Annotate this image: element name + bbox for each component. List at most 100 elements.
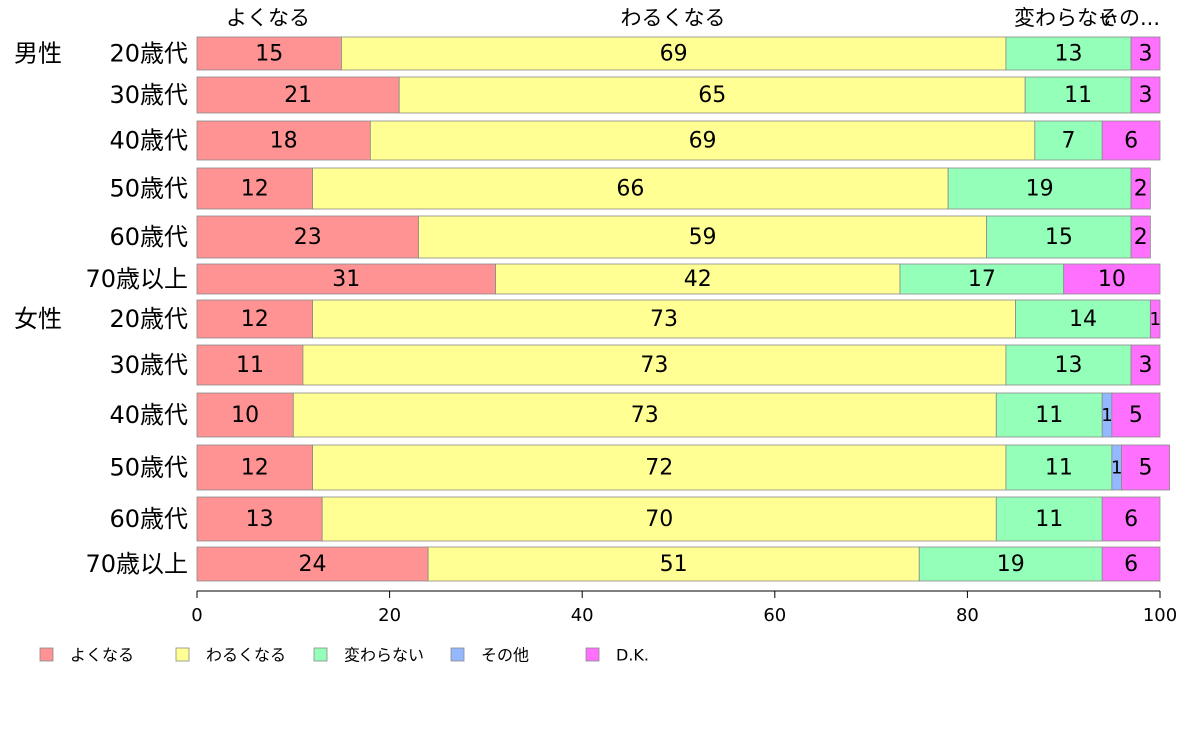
bar-segment — [1005, 444, 1113, 491]
data-label: 1 — [1111, 458, 1122, 479]
bar-segment — [1130, 344, 1161, 386]
bar-segment — [196, 299, 313, 339]
data-label: 1 — [1101, 405, 1112, 426]
bar-segment — [1130, 76, 1161, 114]
data-label: 6 — [1124, 507, 1138, 532]
data-label: 23 — [294, 225, 322, 250]
data-label: 5 — [1139, 456, 1153, 481]
bar-segment — [1130, 167, 1151, 210]
row-label: 40歳代 — [109, 401, 188, 429]
data-label: 13 — [246, 507, 274, 532]
data-label: 12 — [241, 177, 269, 202]
data-label: 6 — [1124, 129, 1138, 154]
data-label: 19 — [1026, 177, 1054, 202]
row-label: 30歳代 — [109, 81, 188, 109]
data-label: 10 — [231, 403, 259, 428]
data-label: 69 — [660, 42, 688, 67]
data-label: 3 — [1139, 42, 1153, 67]
data-label: 3 — [1139, 353, 1153, 378]
column-label: その... — [1098, 6, 1160, 30]
data-label: 7 — [1062, 129, 1076, 154]
bar-segment — [1111, 392, 1161, 438]
data-label: 51 — [660, 552, 688, 577]
data-label: 11 — [1064, 83, 1092, 108]
data-label: 72 — [645, 456, 673, 481]
bar-segment — [418, 215, 988, 259]
data-label: 14 — [1069, 307, 1097, 332]
data-label: 12 — [241, 307, 269, 332]
x-tick-label: 100 — [1143, 605, 1177, 626]
row-label: 30歳代 — [109, 351, 188, 379]
row-label: 20歳代 — [109, 40, 188, 68]
data-label: 42 — [684, 267, 712, 292]
bar-segment — [196, 392, 294, 438]
data-label: 5 — [1129, 403, 1143, 428]
bar-segment — [1130, 215, 1151, 259]
data-label: 11 — [236, 353, 264, 378]
data-label: 70 — [645, 507, 673, 532]
legend-label: 変わらない — [344, 646, 424, 665]
data-label: 11 — [1045, 456, 1073, 481]
data-label: 13 — [1055, 353, 1083, 378]
x-tick-label: 80 — [956, 605, 979, 626]
bars: 15 69 13 321 65 11 318 69 7 612 66 19 223 59 15 231 42 17… — [196, 36, 1171, 582]
data-label: 2 — [1134, 177, 1148, 202]
bar-segment — [196, 263, 496, 295]
legend-swatch — [585, 647, 600, 662]
legend-label: わるくなる — [206, 646, 286, 665]
data-label: 3 — [1139, 83, 1153, 108]
row-label: 60歳代 — [109, 505, 188, 533]
bar-segment — [312, 167, 949, 210]
legend-label: D.K. — [616, 646, 649, 665]
bar-segment — [1101, 120, 1161, 161]
bar-segment — [196, 120, 371, 161]
column-label: よくなる — [226, 6, 310, 30]
x-axis: 0 20 40 60 80 100 — [191, 590, 1177, 626]
data-label: 13 — [1055, 42, 1083, 67]
legend-swatch — [175, 647, 190, 662]
bar-segment — [1005, 36, 1132, 71]
data-label: 19 — [997, 552, 1025, 577]
bar-segment — [1149, 299, 1161, 339]
row-labels: 20歳代 30歳代 40歳代 50歳代 60歳代 70歳以上 20歳代 30歳代 40歳代 50歳… — [14, 40, 188, 579]
data-label: 73 — [631, 403, 659, 428]
bar-segment — [1034, 120, 1103, 161]
x-tick-label: 0 — [191, 605, 202, 626]
data-label: 12 — [241, 456, 269, 481]
bar-segment — [196, 444, 313, 491]
bar-segment — [1015, 299, 1151, 339]
data-label: 21 — [284, 83, 312, 108]
group-label: 女性 — [14, 305, 62, 333]
bar-segment — [947, 167, 1132, 210]
data-label: 11 — [1035, 507, 1063, 532]
legend-label: よくなる — [70, 646, 134, 665]
row-label: 20歳代 — [109, 305, 188, 333]
bar-segment — [312, 299, 1016, 339]
legend-swatch — [450, 647, 465, 662]
legend-label: その他 — [481, 646, 529, 665]
data-label: 65 — [698, 83, 726, 108]
bar-segment — [292, 392, 997, 438]
data-label: 6 — [1124, 552, 1138, 577]
x-tick-label: 40 — [571, 605, 594, 626]
data-label: 31 — [332, 267, 360, 292]
row-label: 70歳以上 — [85, 550, 188, 578]
bar-segment — [899, 263, 1065, 295]
bar-segment — [986, 215, 1132, 259]
data-label: 15 — [1045, 225, 1073, 250]
row-label: 50歳代 — [109, 454, 188, 482]
data-label: 11 — [1035, 403, 1063, 428]
data-label: 15 — [255, 42, 283, 67]
bar-segment — [196, 36, 342, 71]
bar-segment — [1024, 76, 1132, 114]
column-labels: よくなる わるくなる 変わらなぃその... — [226, 6, 1160, 30]
data-label: 59 — [689, 225, 717, 250]
column-label: 変わらなぃ — [1014, 6, 1119, 30]
bar-segment — [341, 36, 1007, 71]
data-label: 69 — [689, 129, 717, 154]
data-label: 1 — [1149, 309, 1160, 330]
legend-swatch — [39, 647, 54, 662]
data-label: 73 — [640, 353, 668, 378]
x-tick-label: 20 — [378, 605, 401, 626]
